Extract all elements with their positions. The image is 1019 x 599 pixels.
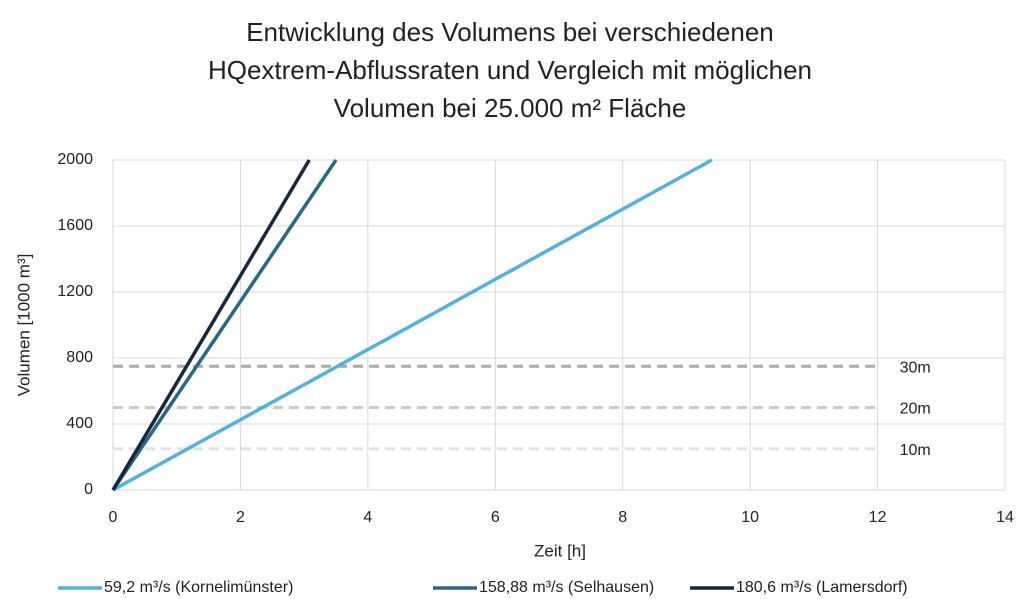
reference-label: 10m [900, 442, 931, 459]
x-tick-label: 6 [491, 509, 500, 526]
data-line [111, 159, 338, 491]
y-tick-label: 1200 [57, 283, 93, 300]
x-tick-label: 2 [236, 509, 245, 526]
y-tick-label: 2000 [57, 151, 93, 168]
x-tick-label: 14 [996, 509, 1014, 526]
chart-title: Volumen bei 25.000 m² Fläche [334, 93, 687, 123]
data-line [112, 158, 713, 492]
data-line [111, 159, 311, 491]
x-tick-label: 10 [741, 509, 759, 526]
y-tick-label: 800 [66, 349, 93, 366]
y-axis-label: Volumen [1000 m³] [14, 254, 33, 397]
legend-label: 59,2 m³/s (Kornelimünster) [104, 579, 293, 596]
chart-title: Entwicklung des Volumens bei verschieden… [246, 17, 774, 47]
legend-label: 180,6 m³/s (Lamersdorf) [736, 579, 908, 596]
reference-label: 30m [900, 359, 931, 376]
x-tick-label: 0 [109, 509, 118, 526]
reference-label: 20m [900, 401, 931, 418]
y-tick-label: 1600 [57, 217, 93, 234]
y-tick-label: 0 [84, 481, 93, 498]
x-tick-label: 8 [618, 509, 627, 526]
chart-title: HQextrem-Abflussraten und Vergleich mit … [208, 55, 812, 85]
legend-label: 158,88 m³/s (Selhausen) [479, 579, 654, 596]
y-tick-label: 400 [66, 415, 93, 432]
x-tick-label: 12 [869, 509, 887, 526]
x-tick-label: 4 [363, 509, 372, 526]
x-axis-label: Zeit [h] [534, 541, 586, 560]
